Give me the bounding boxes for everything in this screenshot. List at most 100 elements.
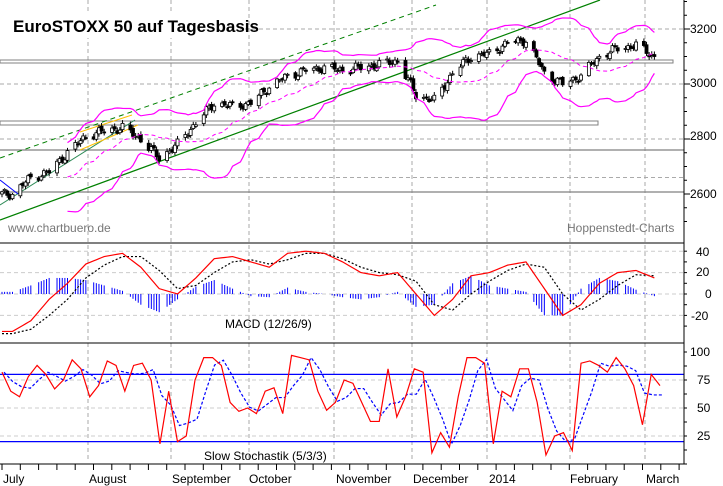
stoch-tick-75: 75	[697, 373, 711, 387]
candle	[285, 73, 290, 76]
trend-line	[0, 0, 601, 221]
candle	[293, 72, 298, 79]
candle	[296, 75, 300, 80]
candle	[377, 60, 382, 68]
month-label-october: October	[249, 472, 292, 486]
bollinger-upper	[67, 17, 655, 144]
candle	[534, 49, 539, 58]
stoch-tick-50: 50	[697, 401, 711, 415]
candle	[385, 58, 390, 61]
candle	[204, 106, 209, 116]
candle	[644, 44, 649, 54]
candle	[579, 74, 583, 81]
candle	[450, 73, 455, 76]
price-tick-2600: 2600	[690, 187, 717, 201]
candle	[340, 66, 345, 72]
candle	[23, 181, 28, 187]
candle	[372, 63, 376, 70]
month-label-2014: 2014	[489, 472, 516, 486]
candle	[283, 73, 287, 81]
bollinger-lower	[67, 70, 655, 213]
candle	[505, 41, 510, 44]
candle	[18, 184, 23, 197]
candle	[47, 170, 52, 174]
candle	[188, 129, 193, 136]
candle	[298, 68, 303, 77]
macd-panel	[1, 250, 655, 335]
candle	[458, 66, 463, 76]
candle	[301, 67, 306, 70]
candle	[576, 80, 581, 83]
support-zone	[0, 120, 599, 126]
candle	[152, 145, 156, 149]
axes	[0, 0, 690, 470]
candle	[275, 78, 280, 89]
candle	[186, 135, 190, 138]
trend-line	[79, 124, 139, 151]
month-label-february: February	[570, 472, 618, 486]
stoch-tick-25: 25	[697, 429, 711, 443]
candle	[359, 64, 363, 71]
month-label-september: September	[172, 472, 231, 486]
candle	[267, 87, 272, 95]
candle	[256, 94, 261, 107]
candle	[26, 175, 31, 184]
candle	[613, 45, 617, 48]
macd-tick-40: 40	[696, 245, 710, 259]
grid	[0, 0, 684, 462]
candle	[597, 55, 602, 59]
watermark-hoppenstedt: Hoppenstedt-Charts	[567, 221, 674, 235]
candle	[424, 96, 429, 99]
macd-signal-line	[2, 252, 655, 335]
candle	[131, 128, 135, 137]
candle	[652, 54, 657, 57]
watermark-chartbuero: www.chartbuero.de	[7, 221, 111, 235]
month-label-july: July	[3, 472, 24, 486]
candle	[568, 80, 573, 87]
month-label-march: March	[646, 472, 679, 486]
candle	[112, 126, 117, 130]
candle	[238, 103, 243, 108]
candle	[102, 131, 107, 134]
stochastic-label: Slow Stochastik (5/3/3)	[204, 449, 327, 463]
candle	[2, 188, 7, 191]
candle	[586, 61, 591, 77]
candle	[537, 58, 541, 66]
candle	[55, 160, 59, 174]
trend-line	[79, 114, 133, 133]
candle	[332, 62, 337, 70]
candle	[83, 137, 88, 139]
candle	[259, 89, 264, 96]
price-tick-2800: 2800	[690, 129, 717, 143]
trend-line	[0, 179, 19, 195]
candle	[243, 103, 248, 110]
stoch-tick-100: 100	[690, 345, 710, 359]
candle	[484, 51, 489, 58]
bollinger-middle	[67, 49, 655, 178]
candle	[445, 82, 450, 91]
candle	[277, 79, 282, 82]
price-tick-3000: 3000	[690, 76, 717, 90]
macd-line	[2, 250, 655, 333]
candle	[607, 52, 612, 60]
candle	[461, 59, 466, 67]
candle	[149, 146, 154, 151]
month-label-august: August	[89, 472, 127, 486]
candle	[463, 57, 468, 60]
candle	[42, 170, 46, 177]
candle	[411, 78, 416, 92]
macd-tick-0: 0	[705, 287, 712, 301]
candle	[62, 159, 67, 164]
price-panel	[0, 0, 684, 221]
candle	[39, 176, 44, 181]
macd-tick-20: 20	[696, 265, 710, 279]
candle	[642, 40, 646, 46]
stochastic-panel	[0, 354, 684, 458]
candle	[524, 41, 528, 48]
stochastic-d-line	[3, 356, 662, 446]
macd-label: MACD (12/26/9)	[225, 317, 312, 331]
candle	[76, 143, 80, 146]
candle	[594, 58, 599, 67]
candle	[487, 49, 492, 53]
candle	[314, 65, 319, 69]
